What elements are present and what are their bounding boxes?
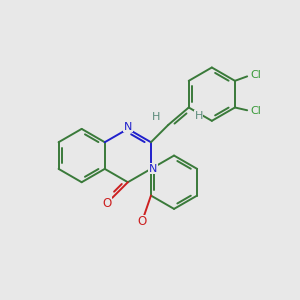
Text: O: O bbox=[137, 215, 146, 228]
Text: Cl: Cl bbox=[250, 70, 262, 80]
Text: H: H bbox=[152, 112, 160, 122]
Text: H: H bbox=[195, 111, 203, 121]
Text: O: O bbox=[102, 197, 111, 210]
Text: N: N bbox=[124, 122, 132, 132]
Text: Cl: Cl bbox=[250, 106, 262, 116]
Text: N: N bbox=[149, 164, 158, 174]
